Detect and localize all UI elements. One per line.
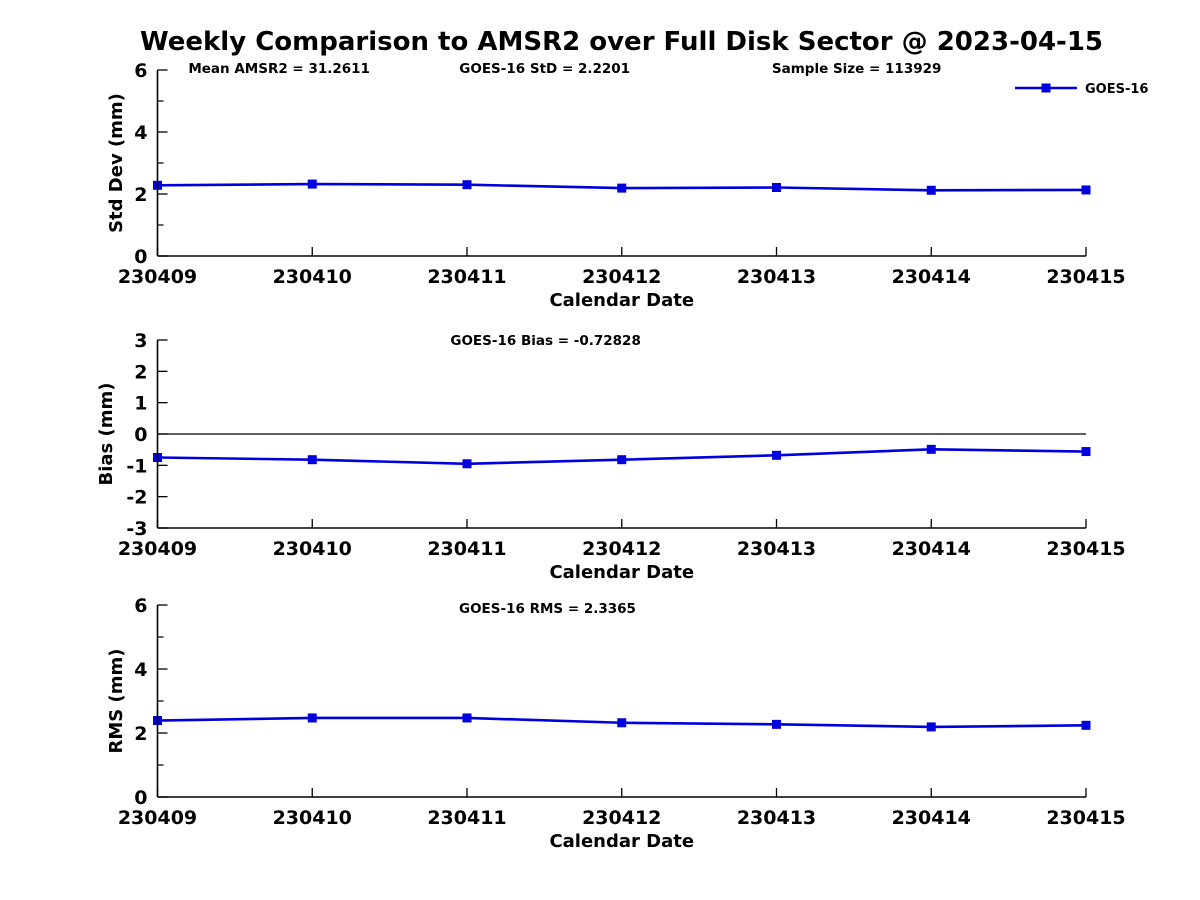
data-point bbox=[617, 183, 627, 193]
x-tick-label: 230411 bbox=[427, 538, 506, 560]
data-point bbox=[772, 719, 781, 729]
x-axis-label: Calendar Date bbox=[549, 290, 694, 311]
stat-annotation: Sample Size = 113929 bbox=[772, 61, 941, 77]
figure-title: Weekly Comparison to AMSR2 over Full Dis… bbox=[139, 27, 1104, 57]
x-tick-label: 230412 bbox=[582, 538, 661, 560]
x-tick-label: 230414 bbox=[892, 807, 971, 829]
data-point bbox=[307, 179, 317, 189]
data-point bbox=[772, 450, 781, 460]
x-tick-label: 230409 bbox=[118, 266, 197, 288]
data-point bbox=[617, 718, 627, 728]
legend: GOES-16 bbox=[1015, 82, 1148, 97]
y-tick-label: -1 bbox=[126, 455, 147, 477]
x-tick-label: 230414 bbox=[892, 538, 971, 560]
y-tick-label: 2 bbox=[134, 184, 147, 206]
y-axis-label: Std Dev (mm) bbox=[106, 93, 127, 233]
y-axis-label: RMS (mm) bbox=[106, 649, 127, 754]
x-tick-label: 230414 bbox=[892, 266, 971, 288]
legend-label: GOES-16 bbox=[1085, 82, 1148, 97]
y-tick-label: 4 bbox=[134, 122, 147, 144]
legend-marker bbox=[1041, 83, 1051, 93]
chart-bias: -3 -2 -1 0 1 2 3 230409 230410 230411 230412 230413… bbox=[96, 330, 1126, 583]
y-tick-label: 6 bbox=[134, 60, 147, 82]
x-tick-label: 230412 bbox=[582, 807, 661, 829]
data-point bbox=[926, 185, 936, 195]
x-tick-label: 230413 bbox=[737, 266, 816, 288]
stat-annotation: GOES-16 Bias = -0.72828 bbox=[450, 333, 640, 349]
data-point bbox=[462, 180, 472, 190]
data-point bbox=[462, 459, 472, 469]
stat-annotation: GOES-16 RMS = 2.3365 bbox=[459, 601, 636, 617]
data-point bbox=[1081, 720, 1091, 730]
data-point bbox=[617, 455, 627, 465]
x-tick-label: 230413 bbox=[737, 538, 816, 560]
x-tick-label: 230411 bbox=[427, 266, 506, 288]
data-point bbox=[772, 182, 781, 192]
y-tick-label: 2 bbox=[134, 723, 147, 745]
y-tick-label: 4 bbox=[134, 659, 147, 681]
y-tick-label: 1 bbox=[134, 393, 147, 415]
x-tick-label: 230412 bbox=[582, 266, 661, 288]
stat-annotation: Mean AMSR2 = 31.2611 bbox=[188, 61, 370, 77]
y-axis-label: Bias (mm) bbox=[96, 383, 117, 486]
y-tick-label: 0 bbox=[134, 424, 147, 446]
x-tick-label: 230410 bbox=[273, 807, 352, 829]
x-tick-label: 230410 bbox=[273, 266, 352, 288]
y-tick-label: 6 bbox=[134, 595, 147, 617]
y-tick-label: -3 bbox=[126, 518, 147, 540]
x-axis-label: Calendar Date bbox=[549, 831, 694, 852]
y-tick-label: -2 bbox=[126, 487, 147, 509]
y-tick-label: 0 bbox=[134, 787, 147, 809]
x-tick-label: 230415 bbox=[1046, 807, 1125, 829]
data-point bbox=[926, 444, 936, 454]
chart-std-dev: 0 2 4 6 230409 230410 230411 230412 230413 230414… bbox=[106, 60, 1148, 311]
x-axis-label: Calendar Date bbox=[549, 562, 694, 583]
x-tick-label: 230415 bbox=[1046, 266, 1125, 288]
stat-annotation: GOES-16 StD = 2.2201 bbox=[459, 61, 630, 77]
y-tick-label: 2 bbox=[134, 361, 147, 383]
data-point bbox=[926, 722, 936, 732]
data-point bbox=[1081, 447, 1091, 457]
data-point bbox=[1081, 185, 1091, 195]
x-tick-label: 230411 bbox=[427, 807, 506, 829]
x-tick-label: 230413 bbox=[737, 807, 816, 829]
x-tick-label: 230409 bbox=[118, 807, 197, 829]
y-tick-label: 0 bbox=[134, 246, 147, 268]
x-tick-label: 230415 bbox=[1046, 538, 1125, 560]
data-point bbox=[462, 713, 472, 723]
x-tick-label: 230410 bbox=[273, 538, 352, 560]
data-point bbox=[307, 713, 317, 723]
data-point bbox=[307, 455, 317, 465]
x-tick-label: 230409 bbox=[118, 538, 197, 560]
y-tick-label: 3 bbox=[134, 330, 147, 352]
chart-rms: 0 2 4 6 230409 230410 230411 230412 230413 230414… bbox=[106, 595, 1126, 852]
